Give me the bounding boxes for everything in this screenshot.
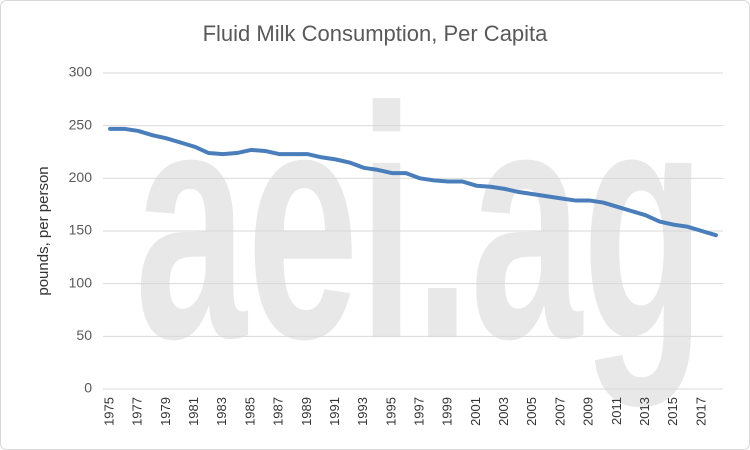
x-tick-label: 2013 <box>637 397 652 426</box>
x-tick-label: 1997 <box>411 397 426 426</box>
x-tick-label: 1983 <box>214 397 229 426</box>
x-tick-label: 2001 <box>468 397 483 426</box>
chart-title: Fluid Milk Consumption, Per Capita <box>203 21 549 46</box>
x-tick-label: 1981 <box>186 397 201 426</box>
x-tick-label: 1975 <box>101 397 116 426</box>
y-tick-label: 50 <box>76 327 92 343</box>
x-tick-label: 1979 <box>158 397 173 426</box>
x-tick-label: 2015 <box>665 397 680 426</box>
x-tick-label: 1995 <box>383 397 398 426</box>
watermark: aei.ag <box>135 38 705 409</box>
x-tick-label: 2009 <box>581 397 596 426</box>
x-tick-label: 1993 <box>355 397 370 426</box>
plot-layer: 1975 1977 1979 1981 1983 1985 1987 1989 1991 1993… <box>101 126 718 426</box>
x-tick-label: 2007 <box>552 397 567 426</box>
grid-layer: 0 50 100 150 200 250 300 <box>69 64 723 396</box>
y-tick-label: 250 <box>69 116 93 132</box>
x-tick-label: 1977 <box>130 397 145 426</box>
x-tick-label: 1989 <box>299 397 314 426</box>
x-tick-label: 2003 <box>496 397 511 426</box>
watermark-layer: aei.ag <box>135 38 705 409</box>
y-tick-label: 300 <box>69 64 93 80</box>
y-tick-label: 100 <box>69 274 93 290</box>
x-tick-label: 2017 <box>693 397 708 426</box>
y-tick-label: 0 <box>84 380 92 396</box>
x-tick-label: 1987 <box>271 397 286 426</box>
data-line <box>108 126 718 238</box>
x-tick-label: 1999 <box>440 397 455 426</box>
y-tick-label: 150 <box>69 222 93 238</box>
x-tick-label: 1985 <box>242 397 257 426</box>
y-tick-label: 200 <box>69 169 93 185</box>
x-tick-label: 2005 <box>524 397 539 426</box>
x-tick-label: 2011 <box>609 397 624 425</box>
y-axis-label: pounds, per person <box>35 166 52 295</box>
x-tick-label: 1991 <box>327 397 342 426</box>
